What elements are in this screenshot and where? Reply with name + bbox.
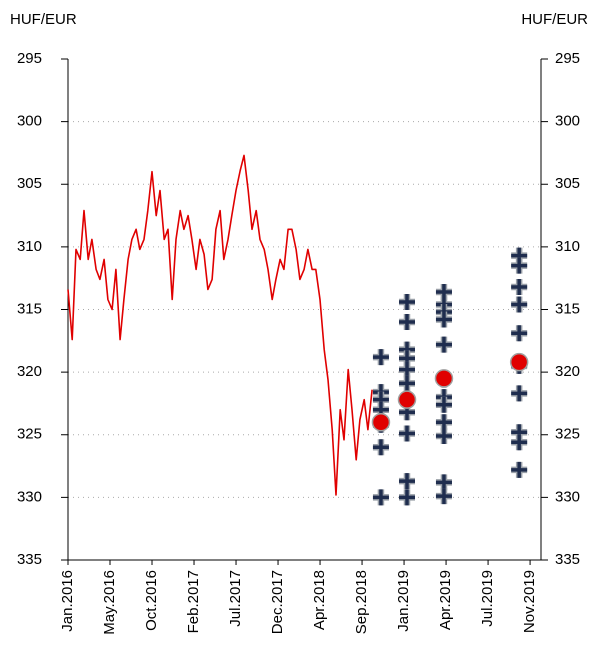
forecast-cross (435, 336, 452, 353)
x-tick-label: Apr.2019 (437, 570, 454, 630)
x-tick-label: Oct.2016 (143, 570, 160, 631)
y-tick-label: 305 (17, 175, 42, 192)
y2-tick-label: 300 (555, 113, 580, 130)
forecast-cross (435, 488, 452, 505)
forecast-cross (511, 434, 528, 451)
forecast-cross (398, 375, 415, 392)
forecast-cross (511, 257, 528, 274)
forecast-mean (509, 352, 529, 372)
forecast-cross (435, 414, 452, 431)
y-tick-label: 335 (17, 551, 42, 568)
forecast-cross (372, 439, 389, 456)
y2-axis-label: HUF/EUR (521, 11, 588, 28)
x-tick-label: Jan.2016 (59, 570, 76, 632)
forecast-cross (511, 461, 528, 478)
forecast-mean (434, 369, 454, 388)
forecast-cross (372, 349, 389, 366)
forecast-cross (372, 489, 389, 506)
x-tick-label: Jan.2019 (395, 570, 412, 632)
forecast-cross (398, 293, 415, 310)
forecast-cross (398, 361, 415, 378)
forecast-cross (435, 396, 452, 413)
y2-tick-label: 305 (555, 175, 580, 192)
y2-tick-label: 320 (555, 363, 580, 380)
y-tick-label: 330 (17, 488, 42, 505)
line-series (67, 154, 373, 496)
forecast-cross (398, 314, 415, 331)
x-tick-label: Dec.2017 (269, 570, 286, 634)
y2-tick-label: 335 (555, 551, 580, 568)
forecast-cross (435, 428, 452, 445)
forecast-cross (398, 425, 415, 442)
y-axis-label: HUF/EUR (10, 11, 77, 28)
x-tick-label: Apr.2018 (311, 570, 328, 630)
forecast-cross (398, 489, 415, 506)
y-tick-label: 315 (17, 300, 42, 317)
y2-tick-label: 310 (555, 238, 580, 255)
y-tick-label: 310 (17, 238, 42, 255)
y-tick-label: 295 (17, 50, 42, 67)
forecast-cross (511, 325, 528, 342)
x-tick-label: Jul.2019 (479, 570, 496, 627)
y2-tick-label: 325 (555, 426, 580, 443)
y2-tick-label: 330 (555, 488, 580, 505)
forecast-cross (511, 296, 528, 313)
x-tick-label: Sep.2018 (353, 570, 370, 634)
forecast-cross (511, 385, 528, 402)
forecast-cross (435, 311, 452, 328)
x-tick-label: May.2016 (101, 570, 118, 635)
forecast-cross (511, 278, 528, 295)
y-tick-label: 320 (17, 363, 42, 380)
y2-tick-label: 295 (555, 50, 580, 67)
forecast-mean (397, 390, 417, 409)
y-tick-label: 300 (17, 113, 42, 130)
forecast-cross (398, 473, 415, 490)
x-tick-label: Feb.2017 (185, 570, 202, 633)
x-tick-label: Jul.2017 (227, 570, 244, 627)
forecast-cross (435, 474, 452, 491)
forecast-mean (371, 412, 391, 432)
y-tick-label: 325 (17, 426, 42, 443)
x-tick-label: Nov.2019 (521, 570, 538, 633)
y2-tick-label: 315 (555, 300, 580, 317)
